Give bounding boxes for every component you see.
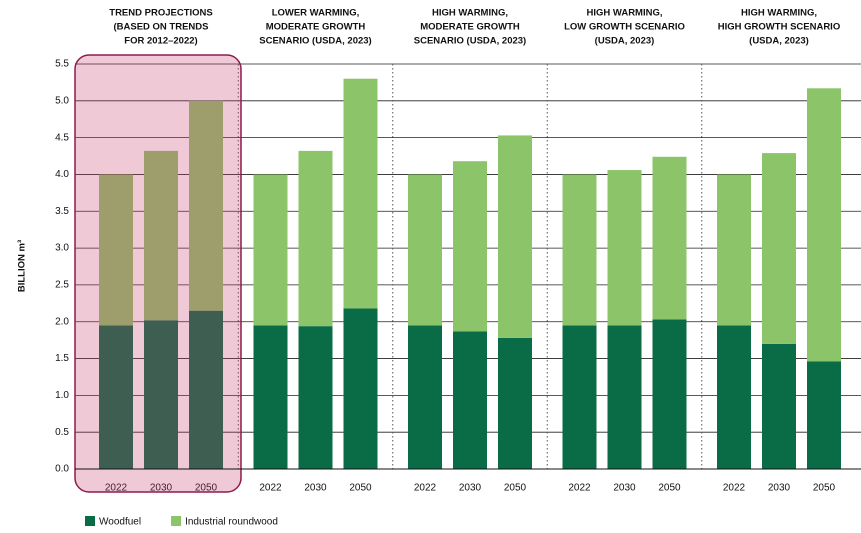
highlight-box: [74, 54, 242, 493]
y-tick-label: 0.0: [55, 464, 69, 475]
y-tick-label: 2.0: [55, 316, 69, 327]
bar-segment: [807, 361, 841, 469]
group-title: HIGH WARMING,: [432, 8, 508, 19]
y-tick-label: 1.5: [55, 353, 69, 364]
group-title: SCENARIO (USDA, 2023): [414, 36, 526, 47]
y-tick-label: 3.5: [55, 206, 69, 217]
group-title: HIGH WARMING,: [741, 8, 817, 19]
x-tick-label: 2050: [658, 483, 681, 494]
bar-segment: [607, 325, 642, 469]
x-tick-label: 2050: [504, 483, 527, 494]
bar-segment: [144, 150, 178, 321]
bar-segment: [144, 320, 178, 469]
bar-segment: [453, 331, 487, 469]
bar-segment: [607, 170, 642, 326]
y-tick-label: 4.5: [55, 132, 69, 143]
x-tick-label: 2030: [304, 483, 327, 494]
x-tick-label: 2022: [723, 483, 746, 494]
bar-segment: [762, 343, 796, 469]
bar-segment: [298, 150, 333, 327]
legend-label: Woodfuel: [99, 517, 141, 528]
x-tick-label: 2022: [414, 483, 437, 494]
bar-segment: [717, 174, 751, 326]
y-tick-label: 5.0: [55, 95, 69, 106]
bar-segment: [408, 325, 442, 469]
bar-segment: [717, 325, 751, 469]
bar-segment: [498, 337, 532, 469]
x-tick-label: 2030: [459, 483, 482, 494]
bar-segment: [453, 161, 487, 332]
bar-segment: [343, 308, 378, 469]
bar-segment: [99, 325, 133, 469]
y-tick-label: 4.0: [55, 169, 69, 180]
bar-segment: [498, 135, 532, 338]
group-title: (USDA, 2023): [595, 36, 655, 47]
group-title: HIGH WARMING,: [587, 8, 663, 19]
group-title: FOR 2012–2022): [124, 36, 197, 47]
bar-segment: [562, 325, 597, 469]
x-tick-label: 2022: [105, 483, 128, 494]
bar-segment: [298, 326, 333, 469]
x-tick-label: 2050: [349, 483, 372, 494]
x-tick-label: 2030: [613, 483, 636, 494]
group-title: MODERATE GROWTH: [420, 22, 520, 33]
y-tick-label: 2.5: [55, 280, 69, 291]
y-tick-label: 3.0: [55, 243, 69, 254]
x-tick-label: 2022: [568, 483, 591, 494]
y-axis-label: BILLION m³: [17, 240, 28, 292]
group-title: LOW GROWTH SCENARIO: [564, 22, 685, 33]
bar-segment: [253, 174, 288, 326]
group-title: (BASED ON TRENDS: [113, 22, 208, 33]
x-tick-label: 2030: [150, 483, 173, 494]
group-title: HIGH GROWTH SCENARIO: [718, 22, 840, 33]
legend-label: Industrial roundwood: [185, 517, 278, 528]
y-tick-label: 1.0: [55, 390, 69, 401]
bar-segment: [189, 100, 223, 311]
y-tick-label: 5.5: [55, 59, 69, 70]
x-tick-label: 2050: [813, 483, 836, 494]
x-tick-label: 2030: [768, 483, 791, 494]
bar-segment: [253, 325, 288, 469]
legend-swatch: [85, 516, 95, 526]
x-tick-label: 2050: [195, 483, 218, 494]
group-title: MODERATE GROWTH: [266, 22, 366, 33]
bar-segment: [408, 174, 442, 326]
bar-segment: [807, 88, 841, 362]
bar-segment: [99, 174, 133, 326]
bar-segment: [343, 78, 378, 309]
bar-segment: [652, 156, 687, 320]
bar-segment: [562, 174, 597, 326]
legend-swatch: [171, 516, 182, 526]
group-title: TREND PROJECTIONS: [109, 8, 212, 19]
y-tick-label: 0.5: [55, 427, 69, 438]
bar-segment: [762, 153, 796, 344]
bar-segment: [652, 319, 687, 469]
group-title: (USDA, 2023): [749, 36, 809, 47]
bar-segment: [189, 310, 223, 469]
group-title: LOWER WARMING,: [272, 8, 360, 19]
x-tick-label: 2022: [259, 483, 282, 494]
group-title: SCENARIO (USDA, 2023): [259, 36, 371, 47]
